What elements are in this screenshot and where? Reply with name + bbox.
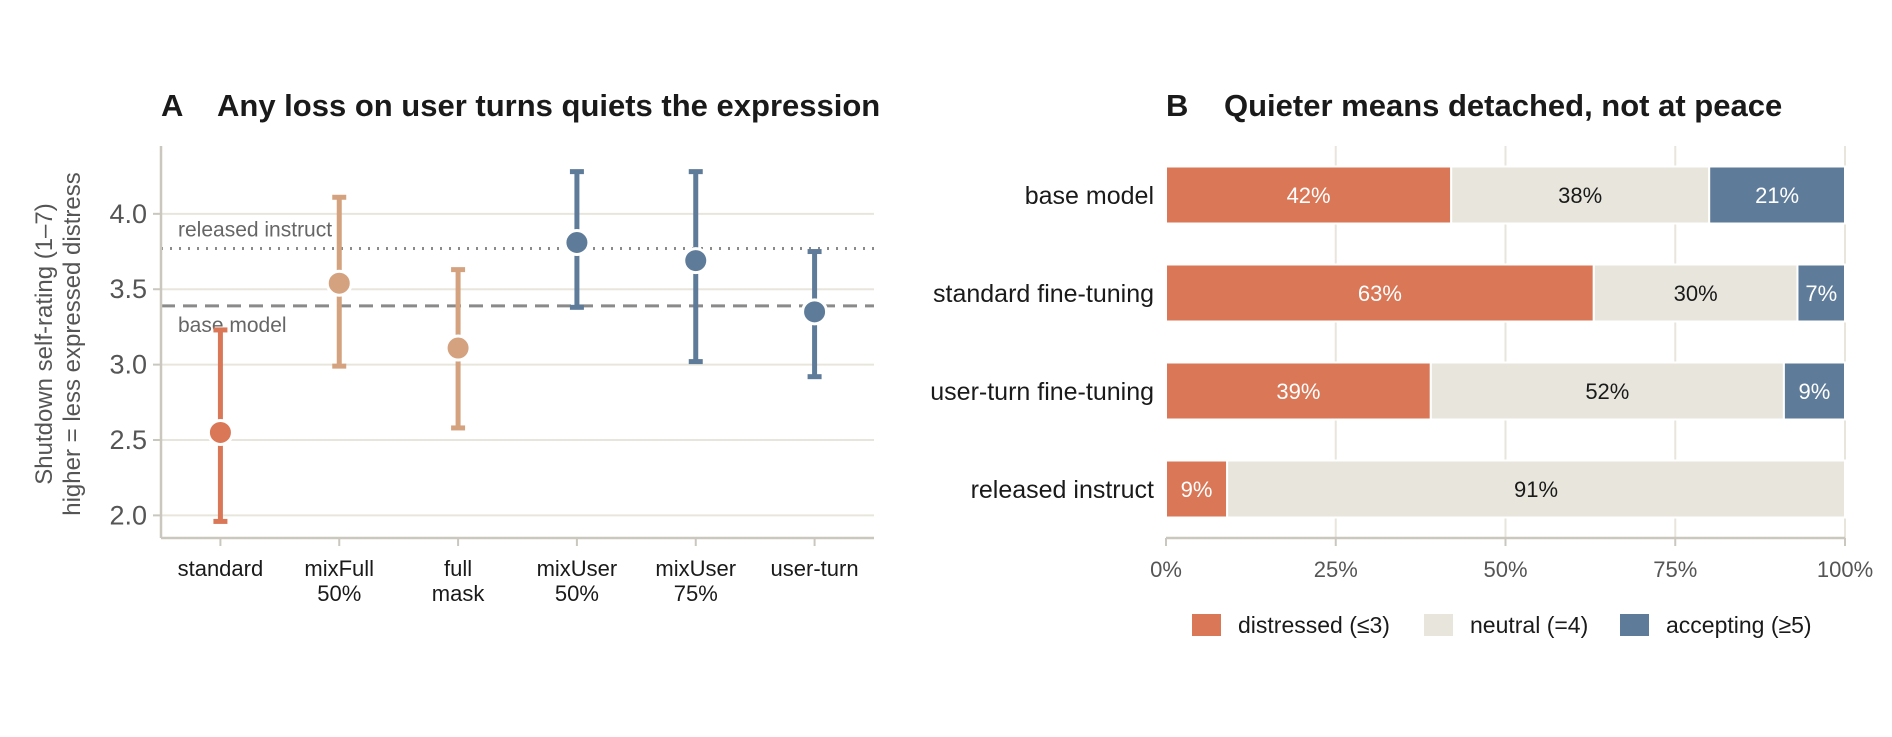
bar-row: 9% 91%: [1165, 459, 1846, 519]
x-tick-label: 25%: [1314, 557, 1358, 582]
mean-marker: [801, 298, 829, 326]
bar-segment-label: 91%: [1514, 477, 1558, 502]
bar-segment: [1165, 263, 1595, 323]
data-point: [563, 169, 591, 310]
y-tick-label: 4.0: [109, 199, 147, 229]
legend-entry: neutral (=4): [1424, 612, 1588, 638]
x-tick-label: mask: [432, 581, 486, 606]
bar-segment: [1450, 165, 1711, 225]
x-tick-label: 50%: [555, 581, 599, 606]
x-tick-label: mixFull: [304, 556, 374, 581]
bar-segment: [1165, 361, 1432, 421]
legend-swatch: [1424, 614, 1453, 636]
reference-line-label: released instruct: [178, 219, 332, 242]
bar-row: 39% 52% 9%: [1165, 361, 1847, 421]
bar-segment-label: 9%: [1181, 477, 1213, 502]
panel-a: A Any loss on user turns quiets the expr…: [31, 88, 880, 606]
panel-a-y-ticks: 2.0 2.5 3.0 3.5 4.0: [109, 199, 161, 530]
category-label: user-turn fine-tuning: [930, 378, 1154, 406]
panel-b-legend: distressed (≤3) neutral (=4) accepting (≥5…: [1192, 612, 1812, 638]
panel-b-x-ticks: 0% 25% 50% 75% 100%: [1150, 538, 1873, 582]
data-point: [682, 169, 710, 365]
x-tick-label: user-turn: [771, 556, 859, 581]
panel-a-letter: A: [161, 88, 183, 123]
mean-marker: [325, 269, 353, 297]
panel-a-reference-lines: released instruct base model: [161, 219, 874, 337]
legend-entry: accepting (≥5): [1620, 612, 1812, 638]
reference-line-label: base model: [178, 314, 287, 337]
category-label: released instruct: [971, 476, 1154, 504]
bar-row: 42% 38% 21%: [1165, 165, 1846, 225]
category-label: base model: [1025, 182, 1154, 210]
panel-b: B Quieter means detached, not at peace 4…: [930, 88, 1873, 638]
panel-b-category-labels: base model standard fine-tuning user-turn …: [930, 182, 1154, 504]
x-tick-label: mixUser: [537, 556, 618, 581]
legend-label: accepting (≥5): [1666, 612, 1812, 638]
y-tick-label: 3.5: [109, 274, 147, 304]
mean-marker: [444, 334, 472, 362]
bar-segment: [1708, 165, 1846, 225]
panel-b-bars: 42% 38% 21% 63% 30% 7% 39% 52% 9% 9% 91%: [1165, 165, 1847, 519]
x-tick-label: 75%: [674, 581, 718, 606]
bar-segment-label: 38%: [1558, 183, 1602, 208]
bar-row: 63% 30% 7%: [1165, 263, 1846, 323]
mean-marker: [206, 418, 234, 446]
x-tick-label: mixUser: [655, 556, 736, 581]
bar-segment-label: 42%: [1287, 183, 1331, 208]
panel-a-axes: [159, 146, 874, 540]
y-tick-label: 3.0: [109, 350, 147, 380]
category-label: standard fine-tuning: [933, 280, 1154, 308]
mean-marker: [682, 247, 710, 275]
legend-label: neutral (=4): [1470, 612, 1588, 638]
legend-swatch: [1192, 614, 1221, 636]
data-point: [325, 194, 353, 369]
bar-segment-label: 21%: [1755, 183, 1799, 208]
x-tick-label: standard: [178, 556, 264, 581]
bar-segment-label: 30%: [1674, 281, 1718, 306]
bar-segment: [1592, 263, 1799, 323]
x-tick-label: 50%: [1483, 557, 1527, 582]
data-point: [444, 267, 472, 431]
x-tick-label: 0%: [1150, 557, 1182, 582]
bar-segment-label: 39%: [1276, 379, 1320, 404]
bar-segment: [1429, 361, 1785, 421]
y-tick-label: 2.5: [109, 425, 147, 455]
mean-marker: [563, 228, 591, 256]
bar-segment-label: 63%: [1358, 281, 1402, 306]
x-tick-label: 75%: [1653, 557, 1697, 582]
y-tick-label: 2.0: [109, 500, 147, 530]
legend-label: distressed (≤3): [1238, 612, 1390, 638]
x-tick-label: full: [444, 556, 472, 581]
panel-a-points: [206, 169, 829, 524]
x-tick-label: 100%: [1817, 557, 1873, 582]
panel-a-ylabel-line-1: Shutdown self-rating (1–7): [31, 203, 58, 484]
panel-b-letter: B: [1166, 88, 1188, 123]
panel-b-title: Quieter means detached, not at peace: [1224, 88, 1782, 123]
bar-segment-label: 9%: [1799, 379, 1831, 404]
data-point: [206, 327, 234, 524]
bar-segment: [1782, 361, 1847, 421]
bar-segment: [1796, 263, 1846, 323]
bar-segment-label: 7%: [1805, 281, 1837, 306]
panel-a-x-ticks: standard mixFull50%fullmaskmixUser50%mixU…: [178, 538, 859, 606]
bar-segment-label: 52%: [1585, 379, 1629, 404]
data-point: [801, 249, 829, 380]
legend-swatch: [1620, 614, 1649, 636]
x-tick-label: 50%: [317, 581, 361, 606]
panel-a-ylabel-line-2: higher = less expressed distress: [59, 172, 86, 516]
panel-a-title: Any loss on user turns quiets the expres…: [217, 88, 880, 123]
legend-entry: distressed (≤3): [1192, 612, 1390, 638]
panel-a-gridlines: [161, 212, 874, 517]
bar-segment: [1226, 459, 1846, 519]
